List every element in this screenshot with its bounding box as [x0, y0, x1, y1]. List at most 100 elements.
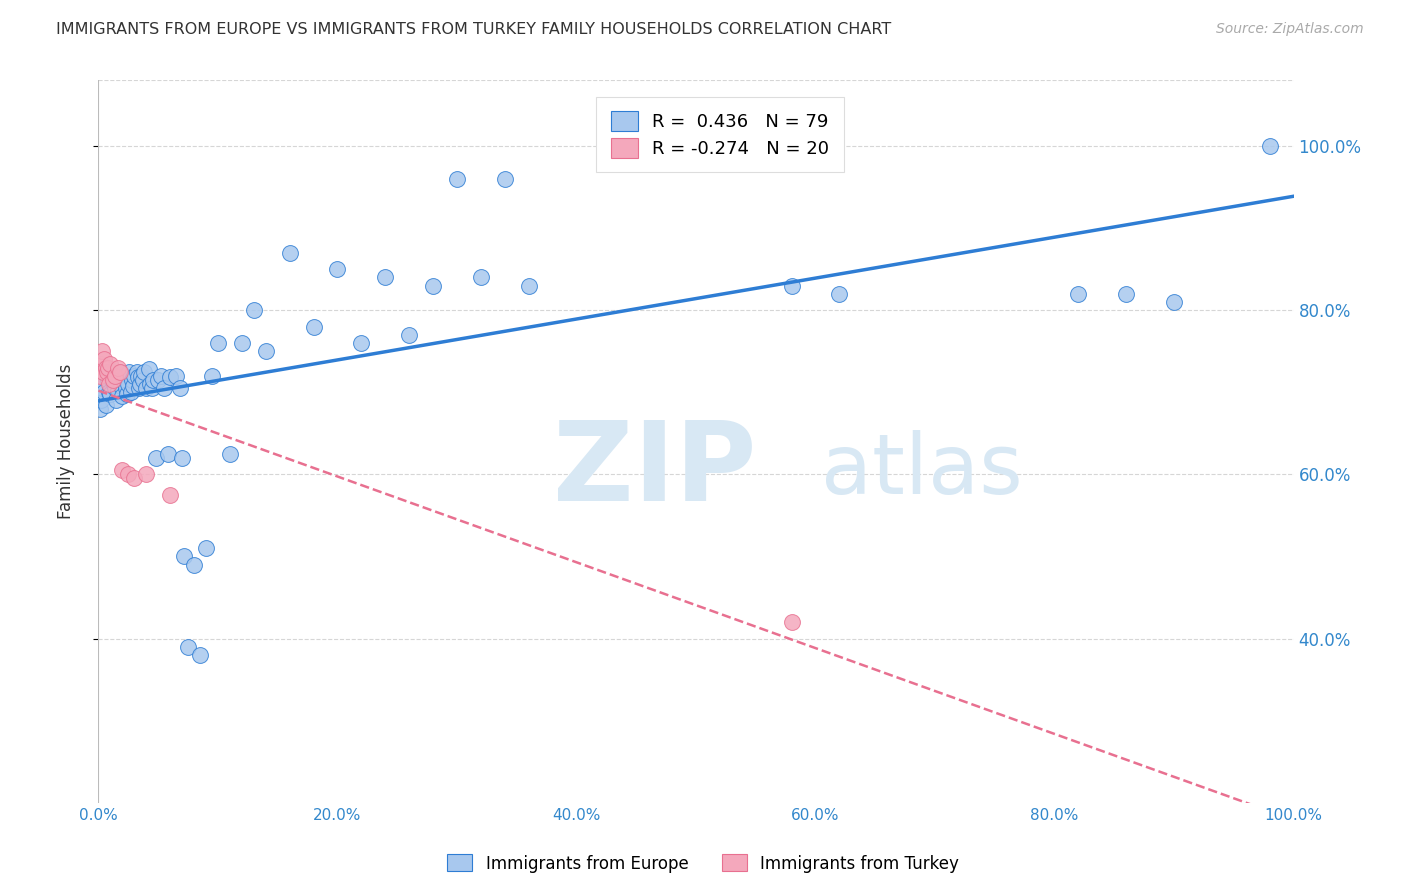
Point — [107, 384, 129, 398]
Point — [125, 365, 148, 379]
Point — [422, 278, 444, 293]
Point — [97, 373, 120, 387]
Point — [101, 368, 124, 383]
Point — [96, 368, 118, 383]
Point — [128, 381, 150, 395]
Point — [100, 373, 122, 387]
Point — [90, 357, 112, 371]
Point — [169, 381, 191, 395]
Point — [115, 387, 138, 401]
Point — [470, 270, 492, 285]
Point — [374, 270, 396, 285]
Point — [207, 336, 229, 351]
Point — [131, 373, 153, 387]
Point — [115, 381, 138, 395]
Point — [108, 365, 131, 379]
Point — [89, 368, 111, 383]
Point — [1258, 139, 1281, 153]
Point — [173, 549, 195, 564]
Point — [780, 278, 803, 293]
Point — [1163, 295, 1185, 310]
Point — [159, 488, 181, 502]
Point — [112, 376, 135, 390]
Point — [326, 262, 349, 277]
Point — [1115, 286, 1137, 301]
Point — [141, 381, 163, 395]
Point — [145, 450, 167, 465]
Point — [149, 368, 172, 383]
Point — [156, 447, 179, 461]
Point — [91, 381, 114, 395]
Point — [101, 373, 124, 387]
Point — [201, 368, 224, 383]
Point — [135, 381, 157, 395]
Point — [177, 640, 200, 654]
Text: IMMIGRANTS FROM EUROPE VS IMMIGRANTS FROM TURKEY FAMILY HOUSEHOLDS CORRELATION C: IMMIGRANTS FROM EUROPE VS IMMIGRANTS FRO… — [56, 22, 891, 37]
Point — [122, 378, 145, 392]
Point — [90, 393, 112, 408]
Point — [132, 365, 155, 379]
Point — [118, 365, 141, 379]
Point — [494, 171, 516, 186]
Point — [188, 648, 211, 662]
Point — [107, 360, 129, 375]
Point — [93, 352, 115, 367]
Point — [153, 381, 176, 395]
Text: Source: ZipAtlas.com: Source: ZipAtlas.com — [1216, 22, 1364, 37]
Point — [89, 401, 111, 416]
Point — [105, 393, 128, 408]
Y-axis label: Family Households: Family Households — [56, 364, 75, 519]
Text: atlas: atlas — [821, 430, 1024, 511]
Point — [350, 336, 373, 351]
Point — [107, 370, 129, 384]
Point — [219, 447, 242, 461]
Point — [103, 377, 125, 392]
Point — [165, 368, 187, 383]
Point — [110, 378, 132, 392]
Point — [446, 171, 468, 186]
Legend: R =  0.436   N = 79, R = -0.274   N = 20: R = 0.436 N = 79, R = -0.274 N = 20 — [596, 96, 844, 172]
Point — [398, 327, 420, 342]
Point — [172, 450, 194, 465]
Point — [828, 286, 851, 301]
Point — [98, 377, 121, 392]
Point — [127, 370, 149, 384]
Point — [94, 398, 117, 412]
Point — [98, 357, 122, 371]
Point — [183, 558, 205, 572]
Point — [97, 360, 120, 375]
Point — [254, 344, 277, 359]
Point — [98, 385, 121, 400]
Point — [117, 377, 139, 392]
Point — [111, 389, 134, 403]
Point — [111, 463, 134, 477]
Point — [302, 319, 325, 334]
Point — [780, 615, 803, 630]
Text: ZIP: ZIP — [553, 417, 756, 524]
Point — [231, 336, 253, 351]
Point — [1067, 286, 1090, 301]
Point — [195, 541, 218, 556]
Point — [98, 387, 122, 401]
Point — [142, 373, 165, 387]
Legend: Immigrants from Europe, Immigrants from Turkey: Immigrants from Europe, Immigrants from … — [440, 847, 966, 880]
Point — [138, 362, 160, 376]
Point — [159, 370, 181, 384]
Point — [91, 365, 114, 379]
Point — [104, 381, 127, 395]
Point — [91, 344, 114, 359]
Point — [121, 373, 143, 387]
Point — [517, 278, 540, 293]
Point — [129, 377, 152, 392]
Point — [94, 360, 117, 375]
Point — [93, 385, 115, 400]
Point — [124, 368, 146, 383]
Point — [108, 365, 131, 379]
Point — [124, 471, 146, 485]
Point — [148, 373, 170, 387]
Point — [120, 385, 142, 400]
Point — [139, 377, 162, 392]
Point — [243, 303, 266, 318]
Point — [278, 245, 301, 260]
Point — [91, 377, 114, 392]
